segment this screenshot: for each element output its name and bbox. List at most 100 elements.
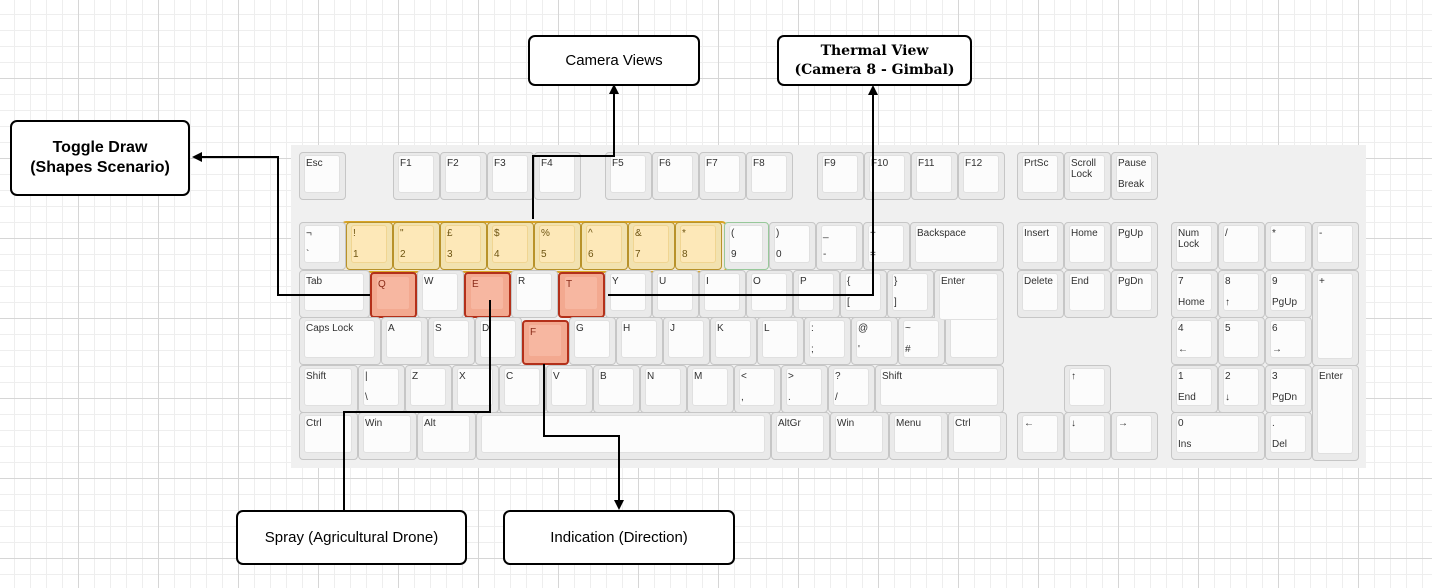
key-f[interactable]: F — [522, 320, 569, 365]
key-q[interactable]: Q — [370, 272, 417, 318]
key-d7[interactable]: & 7 — [628, 222, 675, 270]
key-insert[interactable]: Insert — [1017, 222, 1064, 270]
key-lshift[interactable]: Shift — [299, 365, 358, 413]
key-h[interactable]: H — [616, 317, 663, 365]
key-f12[interactable]: F12 — [958, 152, 1005, 200]
key-kp7[interactable]: 7 Home — [1171, 270, 1218, 318]
key-j[interactable]: J — [663, 317, 710, 365]
key-d4[interactable]: $4 — [487, 222, 534, 270]
key-alt-cap — [422, 415, 470, 453]
key-d2[interactable]: " 2 — [393, 222, 440, 270]
key-d8[interactable]: * 8 — [675, 222, 722, 270]
key-rbr[interactable]: }] — [887, 270, 934, 318]
key-kp5[interactable]: 5 — [1218, 317, 1265, 365]
key-f6[interactable]: F6 — [652, 152, 699, 200]
key-end[interactable]: End — [1064, 270, 1111, 318]
key-l[interactable]: L — [757, 317, 804, 365]
key-pgup-label: PgUp — [1118, 228, 1144, 239]
key-menu[interactable]: Menu — [889, 412, 948, 460]
key-f5[interactable]: F5 — [605, 152, 652, 200]
key-slash[interactable]: ? / — [828, 365, 875, 413]
key-delete[interactable]: Delete — [1017, 270, 1064, 318]
key-period[interactable]: >. — [781, 365, 828, 413]
key-quote[interactable]: @ ' — [851, 317, 898, 365]
key-altgr[interactable]: AltGr — [771, 412, 830, 460]
key-x[interactable]: X — [452, 365, 499, 413]
key-esc[interactable]: Esc — [299, 152, 346, 200]
key-f1[interactable]: F1 — [393, 152, 440, 200]
key-v[interactable]: V — [546, 365, 593, 413]
key-prtsc[interactable]: PrtSc — [1017, 152, 1064, 200]
key-rwin[interactable]: Win — [830, 412, 889, 460]
key-comma[interactable]: <, — [734, 365, 781, 413]
key-z[interactable]: Z — [405, 365, 452, 413]
key-up[interactable]: ↑ — [1064, 365, 1111, 413]
key-d0[interactable]: ) 0 — [769, 222, 816, 270]
key-kpplus[interactable]: + — [1312, 270, 1359, 366]
key-d8-label: * — [682, 228, 686, 239]
key-kp4[interactable]: 4 ← — [1171, 317, 1218, 365]
key-kp8[interactable]: 8 ↑ — [1218, 270, 1265, 318]
key-hash[interactable]: ~ # — [898, 317, 945, 365]
key-kp2-cap — [1223, 368, 1259, 406]
key-r[interactable]: R — [511, 270, 558, 318]
key-f2[interactable]: F2 — [440, 152, 487, 200]
key-right[interactable]: → — [1111, 412, 1158, 460]
key-kp9[interactable]: 9 PgUp — [1265, 270, 1312, 318]
key-scroll[interactable]: Scroll Lock — [1064, 152, 1111, 200]
key-pgdn[interactable]: PgDn — [1111, 270, 1158, 318]
toggle-draw-title: Toggle Draw — [52, 139, 148, 156]
key-rctrl[interactable]: Ctrl — [948, 412, 1007, 460]
key-f4[interactable]: F4 — [534, 152, 581, 200]
key-a[interactable]: A — [381, 317, 428, 365]
key-kpdot[interactable]: . Del — [1265, 412, 1312, 460]
key-grave[interactable]: ¬ ` — [299, 222, 346, 270]
key-f10[interactable]: F10 — [864, 152, 911, 200]
key-minus[interactable]: _ - — [816, 222, 863, 270]
key-w[interactable]: W — [417, 270, 464, 318]
key-kp6[interactable]: 6 → — [1265, 317, 1312, 365]
key-f9[interactable]: F9 — [817, 152, 864, 200]
key-d9[interactable]: (9 — [724, 222, 769, 270]
key-space[interactable] — [476, 412, 771, 460]
key-m[interactable]: M — [687, 365, 734, 413]
key-d1[interactable]: ! 1 — [346, 222, 393, 270]
key-pause[interactable]: Pause Break — [1111, 152, 1158, 200]
key-enter[interactable]: Enter — [934, 270, 1004, 320]
key-kp1[interactable]: 1 End — [1171, 365, 1218, 413]
key-c[interactable]: C — [499, 365, 546, 413]
key-kpstar[interactable]: * — [1265, 222, 1312, 270]
key-k-label: K — [717, 323, 724, 334]
key-lbr[interactable]: {[ — [840, 270, 887, 318]
key-d[interactable]: D — [475, 317, 522, 365]
key-d5[interactable]: % 5 — [534, 222, 581, 270]
key-backspace[interactable]: Backspace — [910, 222, 1004, 270]
key-caps[interactable]: Caps Lock — [299, 317, 381, 365]
key-d6[interactable]: ^ 6 — [581, 222, 628, 270]
key-semi[interactable]: :; — [804, 317, 851, 365]
key-kp2[interactable]: 2 ↓ — [1218, 365, 1265, 413]
key-kpminus[interactable]: - — [1312, 222, 1359, 270]
key-home[interactable]: Home — [1064, 222, 1111, 270]
key-kp0[interactable]: 0 Ins — [1171, 412, 1265, 460]
key-down[interactable]: ↓ — [1064, 412, 1111, 460]
key-c-cap — [504, 368, 540, 406]
key-numlock[interactable]: Num Lock — [1171, 222, 1218, 270]
key-left[interactable]: ← — [1017, 412, 1064, 460]
key-k[interactable]: K — [710, 317, 757, 365]
key-rshift[interactable]: Shift — [875, 365, 1004, 413]
key-f11[interactable]: F11 — [911, 152, 958, 200]
key-e[interactable]: E — [464, 272, 511, 318]
key-kp3-sublabel: PgDn — [1272, 392, 1298, 403]
key-kpslash[interactable]: / — [1218, 222, 1265, 270]
key-f7[interactable]: F7 — [699, 152, 746, 200]
key-alt[interactable]: Alt — [417, 412, 476, 460]
key-kpenter[interactable]: Enter — [1312, 365, 1359, 461]
key-bslash[interactable]: | \ — [358, 365, 405, 413]
key-pgup[interactable]: PgUp — [1111, 222, 1158, 270]
key-s[interactable]: S — [428, 317, 475, 365]
key-d3[interactable]: £3 — [440, 222, 487, 270]
key-n[interactable]: N — [640, 365, 687, 413]
key-f8[interactable]: F8 — [746, 152, 793, 200]
key-g[interactable]: G — [569, 317, 616, 365]
